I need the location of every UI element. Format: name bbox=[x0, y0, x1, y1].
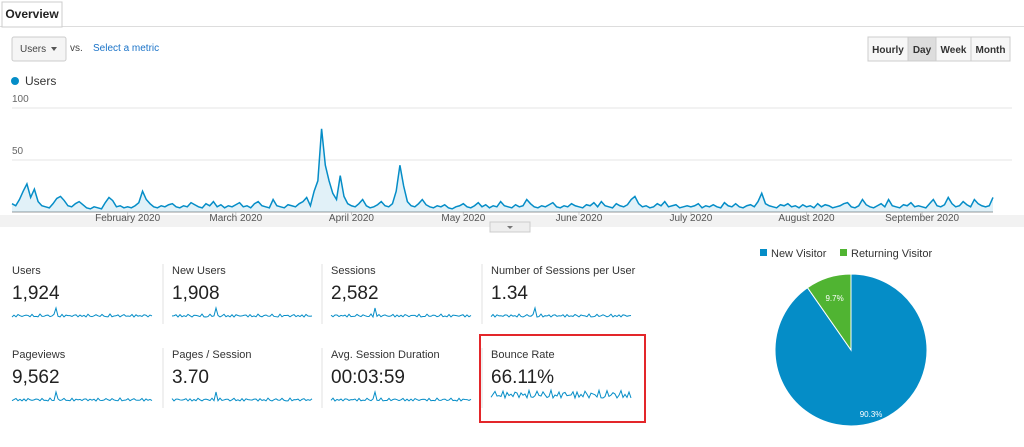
card-value: 1,908 bbox=[172, 283, 220, 304]
x-tick-label: March 2020 bbox=[209, 213, 262, 224]
legend-label: Returning Visitor bbox=[851, 248, 932, 260]
handle-arrow bbox=[507, 226, 513, 229]
chart-footer bbox=[0, 215, 1024, 227]
line bbox=[11, 128, 994, 210]
card-label: Number of Sessions per User bbox=[491, 265, 636, 277]
card-label: Pages / Session bbox=[172, 349, 252, 361]
tab-bar bbox=[0, 26, 1024, 27]
granularity-button[interactable] bbox=[970, 36, 1011, 62]
card-label: Pageviews bbox=[12, 349, 66, 361]
card-label: Users bbox=[12, 265, 41, 277]
slice-label: 90.3% bbox=[860, 410, 883, 419]
card-value: 1.34 bbox=[491, 283, 528, 304]
sparkline bbox=[11, 390, 153, 402]
legend-dot bbox=[11, 77, 19, 85]
card-label: New Users bbox=[172, 265, 226, 277]
y-tick-label: 100 bbox=[12, 94, 29, 105]
granularity-button[interactable] bbox=[867, 36, 909, 62]
granularity-button[interactable] bbox=[935, 36, 972, 62]
x-tick-label: May 2020 bbox=[441, 213, 485, 224]
x-tick-label: April 2020 bbox=[329, 213, 374, 224]
card-value: 2,582 bbox=[331, 283, 379, 304]
card-label: Sessions bbox=[331, 265, 376, 277]
card-value: 3.70 bbox=[172, 367, 209, 388]
x-tick-label: September 2020 bbox=[885, 213, 959, 224]
granularity-label: Day bbox=[913, 45, 932, 56]
card-value: 66.11% bbox=[491, 367, 554, 388]
x-tick-label: June 2020 bbox=[556, 213, 603, 224]
granularity-label: Week bbox=[941, 45, 967, 56]
vs-label: vs. bbox=[70, 43, 83, 54]
card-value: 9,562 bbox=[12, 367, 60, 388]
legend-label: Users bbox=[25, 74, 56, 88]
granularity-label: Hourly bbox=[872, 45, 904, 56]
slice-label: 9.7% bbox=[825, 294, 843, 303]
sparkline bbox=[490, 306, 632, 318]
sparkline bbox=[330, 390, 472, 402]
tab-label: Overview bbox=[5, 7, 59, 21]
legend-swatch bbox=[760, 249, 767, 256]
dropdown-arrow bbox=[51, 47, 57, 51]
x-tick-label: February 2020 bbox=[95, 213, 160, 224]
granularity-button[interactable] bbox=[907, 36, 937, 62]
sparkline bbox=[11, 306, 153, 318]
select-metric[interactable]: Select a metric bbox=[93, 43, 159, 54]
highlight-box bbox=[479, 334, 646, 423]
y-tick-label: 50 bbox=[12, 146, 24, 157]
sparkline bbox=[171, 306, 313, 318]
pie-slice bbox=[806, 273, 852, 352]
card-label: Avg. Session Duration bbox=[331, 349, 440, 361]
card-value: 00:03:59 bbox=[331, 367, 405, 388]
metric-label: Users bbox=[20, 44, 46, 55]
metric-dropdown[interactable] bbox=[11, 36, 67, 62]
card-value: 1,924 bbox=[12, 283, 60, 304]
area bbox=[12, 128, 993, 212]
legend-label: New Visitor bbox=[771, 248, 827, 260]
x-tick-label: July 2020 bbox=[669, 213, 712, 224]
sparkline bbox=[330, 307, 472, 319]
tab[interactable] bbox=[1, 1, 63, 28]
granularity-label: Month bbox=[976, 45, 1006, 56]
card-label: Bounce Rate bbox=[491, 349, 555, 361]
legend-swatch bbox=[840, 249, 847, 256]
x-tick-label: August 2020 bbox=[778, 213, 835, 224]
sparkline bbox=[490, 388, 632, 400]
sparkline bbox=[171, 391, 313, 402]
